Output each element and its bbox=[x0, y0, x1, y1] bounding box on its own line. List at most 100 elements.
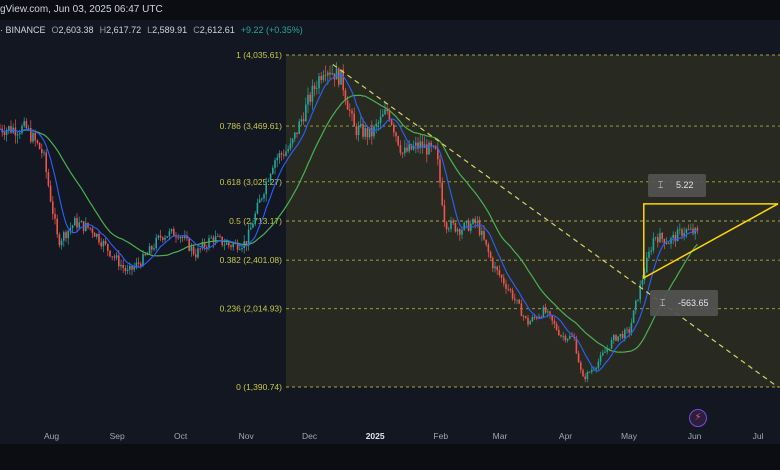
candle-body bbox=[280, 153, 283, 155]
candle-body bbox=[687, 229, 690, 231]
price-chart[interactable]: 1 (4,035.61) 0.786 (3,469.61) 0.618 (3,025… bbox=[0, 0, 780, 444]
candle-body bbox=[555, 323, 558, 330]
top-bar: gView.com, Jun 03, 2025 06:47 UTC bbox=[0, 0, 780, 20]
fib-level-label: 1 (4,035.61) bbox=[236, 50, 282, 60]
candle-body bbox=[399, 145, 402, 153]
candle-body bbox=[353, 113, 355, 127]
candle-body bbox=[164, 237, 166, 240]
candle-body bbox=[445, 222, 448, 230]
candle-body bbox=[8, 126, 10, 130]
candle-body bbox=[16, 134, 19, 136]
candle-body bbox=[195, 254, 197, 258]
candle-body bbox=[542, 307, 545, 318]
candle-body bbox=[329, 72, 331, 75]
candle-body bbox=[487, 244, 490, 253]
candle-body bbox=[410, 144, 413, 150]
candle-body bbox=[509, 289, 512, 291]
candle-body bbox=[635, 300, 637, 311]
candle-body bbox=[465, 220, 468, 223]
candle-body bbox=[201, 242, 204, 249]
close-label: C bbox=[193, 25, 200, 35]
candle-body bbox=[483, 230, 485, 240]
candle-body bbox=[71, 225, 74, 229]
candle-body bbox=[591, 369, 593, 372]
candle-body bbox=[351, 110, 353, 114]
candle-body bbox=[23, 121, 25, 126]
candle-body bbox=[5, 129, 8, 135]
candle-body bbox=[520, 303, 523, 317]
candle-body bbox=[507, 288, 509, 290]
measure-annotations: ⌶ 5.22 ⌶ -563.65 bbox=[648, 174, 718, 316]
candle-body bbox=[386, 109, 388, 112]
candle-body bbox=[692, 228, 694, 234]
candle-body bbox=[643, 272, 646, 280]
candle-body bbox=[573, 336, 575, 339]
candle-body bbox=[401, 152, 404, 154]
candle-body bbox=[14, 127, 17, 136]
candle-body bbox=[393, 124, 395, 133]
candle-body bbox=[536, 317, 538, 319]
candle-body bbox=[256, 202, 259, 214]
candle-body bbox=[197, 248, 199, 258]
candle-body bbox=[331, 73, 333, 75]
candle-body bbox=[157, 235, 160, 238]
candle-body bbox=[30, 127, 32, 142]
candle-body bbox=[316, 88, 318, 90]
candle-body bbox=[342, 69, 344, 91]
candle-body bbox=[166, 236, 168, 238]
lightning-icon[interactable]: ⚡ bbox=[689, 409, 707, 427]
candle-body bbox=[516, 299, 518, 301]
candle-body bbox=[362, 123, 364, 137]
candle-body bbox=[124, 267, 127, 271]
candle-body bbox=[155, 237, 157, 249]
candle-body bbox=[450, 220, 452, 229]
candle-body bbox=[188, 238, 190, 251]
candle-body bbox=[82, 221, 85, 231]
candle-body bbox=[690, 228, 692, 230]
candle-body bbox=[67, 230, 69, 239]
candle-body bbox=[569, 336, 571, 339]
candle-body bbox=[648, 251, 650, 258]
candle-body bbox=[349, 109, 351, 111]
candle-body bbox=[514, 298, 516, 300]
candle-body bbox=[267, 181, 270, 182]
dashed-trendline[interactable] bbox=[332, 64, 779, 388]
candle-body bbox=[575, 338, 578, 354]
candle-body bbox=[159, 235, 162, 238]
candle-body bbox=[505, 283, 507, 289]
candle-body bbox=[428, 142, 430, 155]
candle-body bbox=[406, 147, 408, 152]
candle-body bbox=[604, 351, 606, 353]
candle-body bbox=[217, 236, 219, 237]
candle-body bbox=[364, 128, 366, 137]
high-label: H bbox=[99, 25, 107, 35]
candle-body bbox=[608, 348, 611, 350]
candle-body bbox=[179, 236, 182, 239]
moving-average-slow bbox=[21, 94, 698, 353]
candle-body bbox=[338, 68, 340, 85]
measure-label-box bbox=[648, 174, 706, 197]
candle-body bbox=[52, 201, 54, 214]
candle-body bbox=[685, 229, 688, 234]
candle-body bbox=[553, 320, 556, 324]
candle-body bbox=[344, 90, 347, 101]
candle-body bbox=[36, 140, 39, 143]
candle-body bbox=[390, 119, 393, 125]
candle-body bbox=[518, 299, 520, 304]
candle-body bbox=[78, 222, 80, 228]
candle-body bbox=[467, 220, 470, 231]
candle-body bbox=[63, 232, 65, 241]
candle-body bbox=[525, 316, 527, 318]
candle-body bbox=[107, 243, 109, 251]
candle-body bbox=[511, 290, 514, 299]
fib-level-label: 0.382 (2,401.08) bbox=[220, 255, 283, 265]
triangle-pattern[interactable] bbox=[643, 203, 779, 280]
candle-body bbox=[289, 143, 292, 150]
candle-body bbox=[657, 237, 659, 243]
candle-body bbox=[368, 127, 371, 138]
candle-body bbox=[300, 119, 303, 122]
candle-body bbox=[93, 232, 96, 237]
candle-body bbox=[443, 205, 446, 223]
change-value: +9.22 (+0.35%) bbox=[240, 25, 303, 35]
candle-body bbox=[375, 123, 377, 127]
